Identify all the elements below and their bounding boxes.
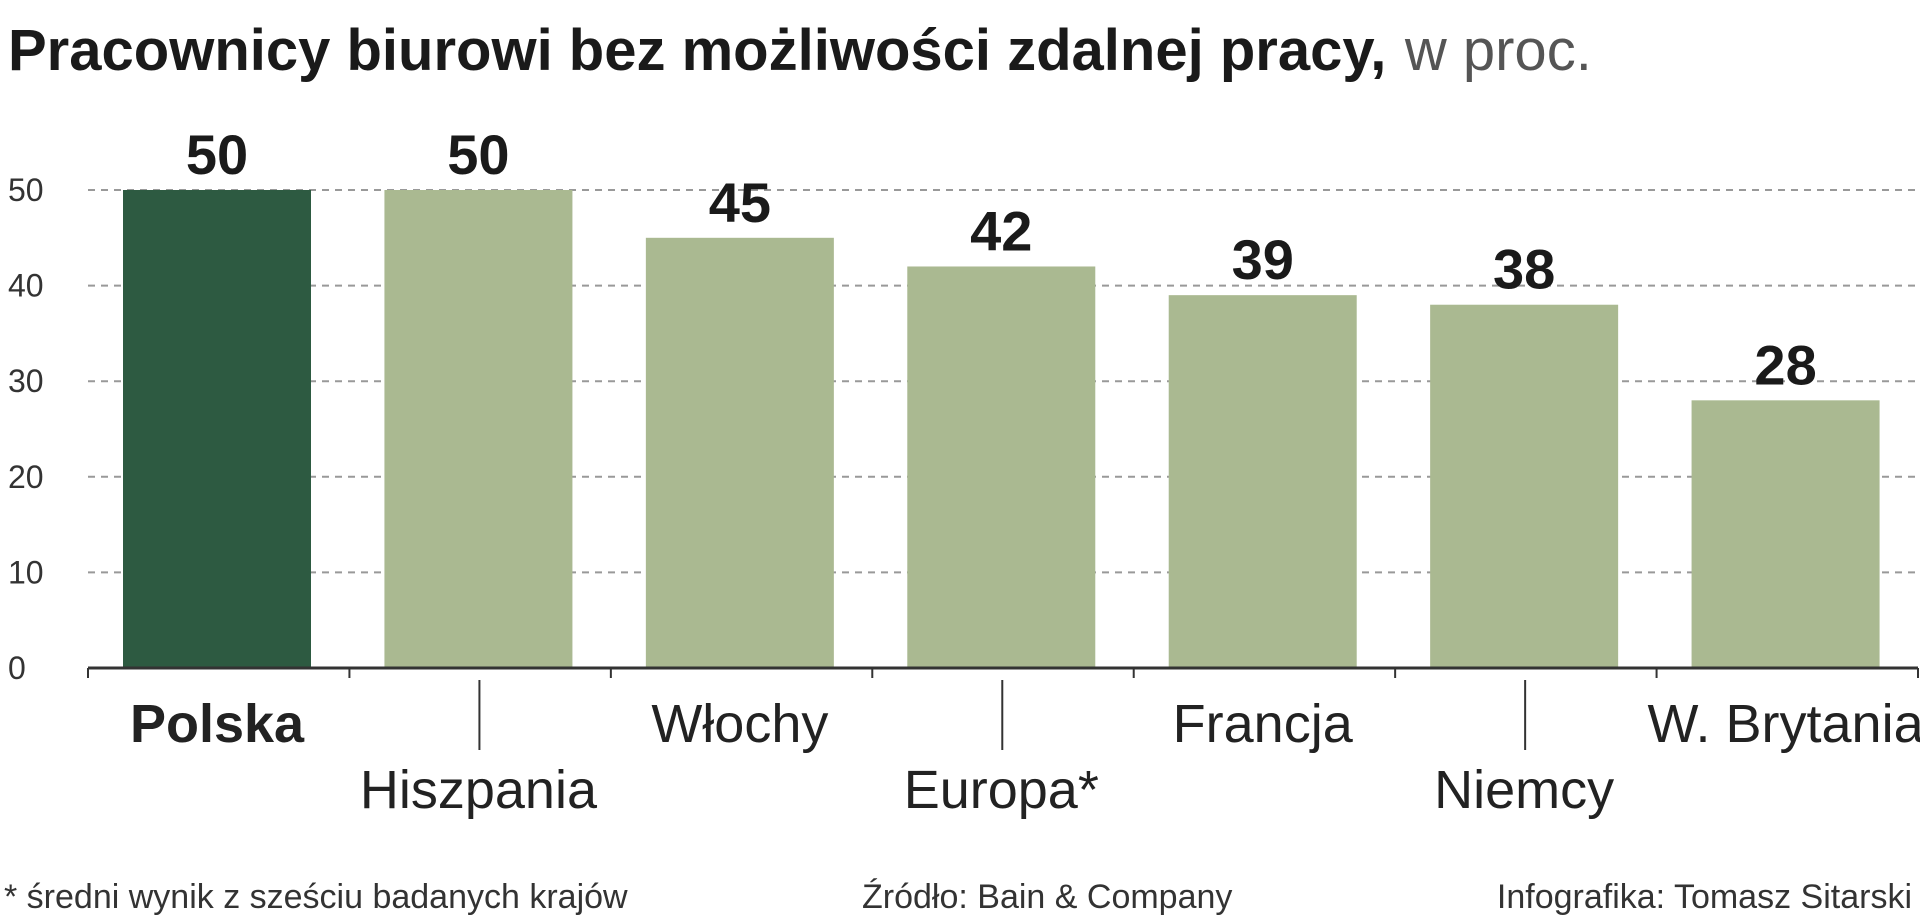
chart-title: Pracownicy biurowi bez możliwości zdalne… xyxy=(8,18,1592,83)
category-label-6: W. Brytania xyxy=(1648,694,1920,754)
y-tick-label-0: 0 xyxy=(8,650,26,686)
bar-6 xyxy=(1691,400,1880,668)
bar-4 xyxy=(1168,295,1357,668)
y-tick-label-20: 20 xyxy=(8,459,44,495)
y-tick-label-30: 30 xyxy=(8,363,44,399)
chart-title-main: Pracownicy biurowi bez możliwości zdalne… xyxy=(8,18,1386,83)
y-axis-ticks: 0 10 20 30 40 50 xyxy=(8,172,44,686)
chart-title-unit: w proc. xyxy=(1404,18,1592,83)
bar-5 xyxy=(1430,304,1619,668)
credit-text: Infografika: Tomasz Sitarski xyxy=(1497,878,1912,916)
category-label-0: Polska xyxy=(130,694,305,754)
category-labels: Polska Hiszpania Włochy Europa* Francja Niemc… xyxy=(130,680,1920,820)
value-label-5: 38 xyxy=(1493,238,1555,301)
y-tick-label-40: 40 xyxy=(8,268,44,304)
source-text: Źródło: Bain & Company xyxy=(862,878,1232,916)
bar-1 xyxy=(384,190,573,668)
y-tick-label-50: 50 xyxy=(8,172,44,208)
y-tick-label-10: 10 xyxy=(8,554,44,590)
bar-0 xyxy=(123,190,311,668)
value-label-6: 28 xyxy=(1754,333,1816,396)
x-axis-ticks xyxy=(87,668,1919,678)
category-label-4: Francja xyxy=(1173,694,1354,754)
category-label-1: Hiszpania xyxy=(360,760,598,820)
value-labels: 50 50 45 42 39 38 28 xyxy=(186,123,1817,396)
value-label-2: 45 xyxy=(709,171,771,234)
category-label-5: Niemcy xyxy=(1434,760,1614,820)
value-label-3: 42 xyxy=(970,199,1032,262)
bars xyxy=(123,190,1880,669)
footnote: * średni wynik z sześciu badanych krajów xyxy=(4,878,628,916)
bar-3 xyxy=(907,266,1096,668)
category-label-2: Włochy xyxy=(651,694,828,754)
value-label-0: 50 xyxy=(186,123,248,186)
bar-2 xyxy=(645,237,834,669)
category-label-3: Europa* xyxy=(904,760,1099,820)
value-label-4: 39 xyxy=(1232,228,1294,291)
value-label-1: 50 xyxy=(447,123,509,186)
